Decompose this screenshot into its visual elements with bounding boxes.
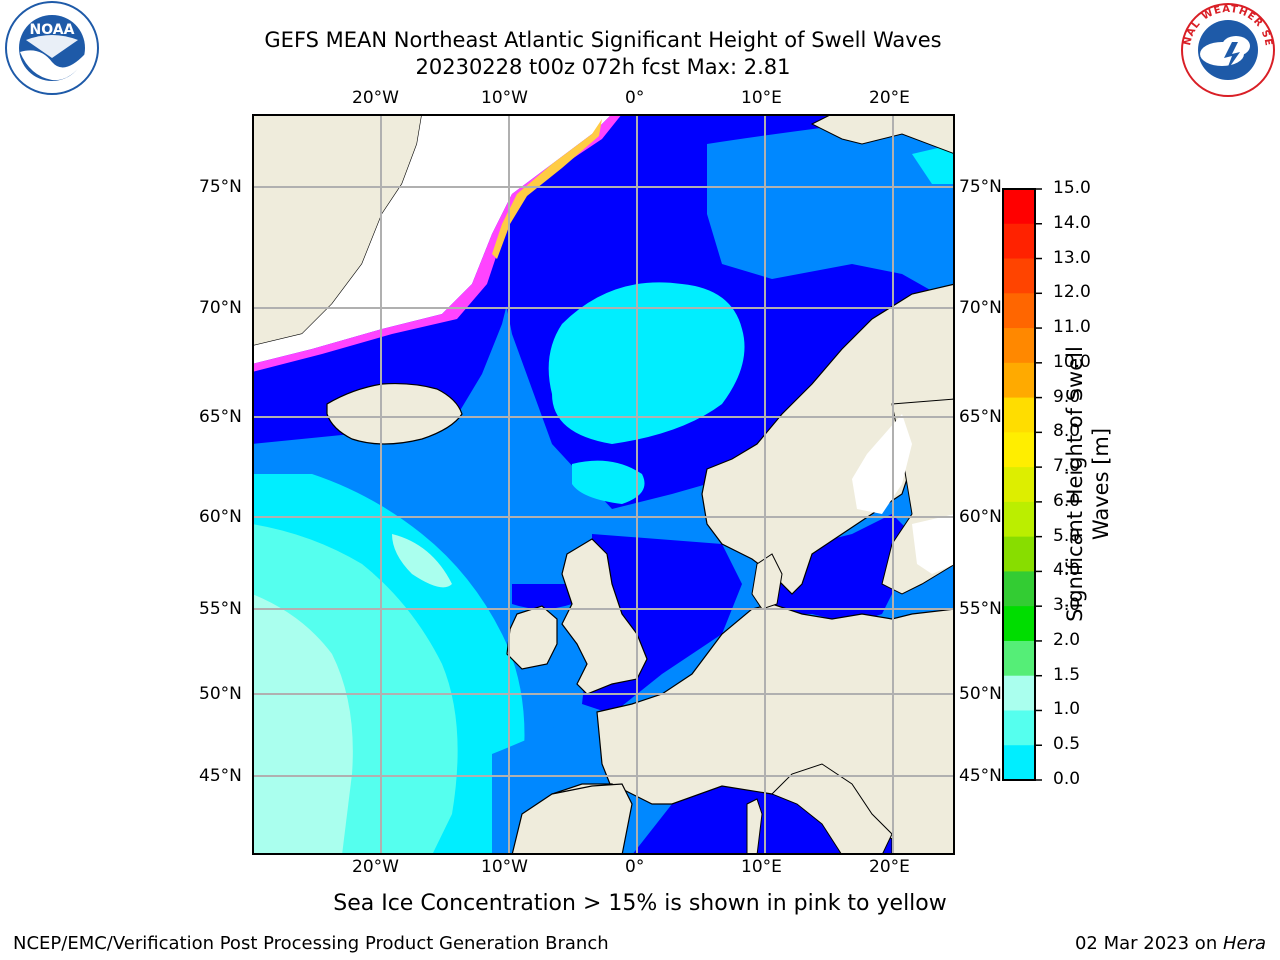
colorbar-segment (1003, 745, 1035, 781)
lon-label-bottom: 20°E (869, 857, 910, 877)
colorbar-segment (1003, 328, 1035, 364)
lon-label-bottom: 0° (625, 857, 645, 877)
lon-label-top: 20°E (869, 88, 910, 108)
noaa-logo: NOAA (5, 1, 99, 95)
colorbar-tick-label: 14.0 (1053, 212, 1091, 233)
svalbard-land (810, 114, 955, 155)
sea-ice-greenland (252, 114, 612, 364)
colorbar-title: Significant Height of Swell Waves [m] (1063, 346, 1113, 622)
colorbar-tick-label: 4.0 (1053, 560, 1081, 581)
colorbar-tick-label: 6.0 (1053, 490, 1081, 511)
great-britain-land (561, 538, 648, 695)
colorbar-segment (1003, 675, 1035, 711)
colorbar-tick-label: 12.0 (1053, 282, 1091, 303)
swell-height-map (252, 114, 955, 855)
colorbar-tick-label: 10.0 (1053, 351, 1091, 372)
lat-label-right: 65°N (959, 407, 1002, 427)
colorbar-segment (1003, 640, 1035, 677)
colorbar-segment (1003, 223, 1035, 260)
lon-label-top: 10°W (481, 88, 528, 108)
colorbar-segment (1003, 571, 1035, 607)
lat-label-left: 75°N (199, 177, 242, 197)
colorbar-segment (1003, 189, 1035, 225)
colorbar-tick-label: 15.0 (1053, 178, 1091, 198)
lat-label-right: 55°N (959, 599, 1002, 619)
nws-logo: NATIONAL WEATHER SERVICE (1178, 2, 1275, 97)
colorbar-tick-label: 0.5 (1053, 734, 1081, 755)
iberia-land (511, 783, 633, 855)
map-subtitle: 20230228 t00z 072h fcst Max: 2.81 (415, 55, 791, 79)
denmark-land (751, 553, 783, 610)
colorbar-tick-label: 0.0 (1053, 769, 1081, 789)
colorbar-segment (1003, 362, 1035, 399)
lon-label-bottom: 10°E (741, 857, 782, 877)
lon-label-bottom: 20°W (352, 857, 399, 877)
colorbar-segment (1003, 293, 1035, 329)
lon-label-top: 10°E (741, 88, 782, 108)
colorbar-tick-label: 9.0 (1053, 386, 1081, 407)
lat-label-right: 60°N (959, 507, 1002, 527)
swell-zone-mid-norwegian-sea (548, 282, 745, 444)
lon-label-top: 20°W (352, 88, 399, 108)
lat-label-right: 45°N (959, 766, 1002, 786)
sea-ice-bothnia (852, 414, 912, 514)
colorbar-tick-label: 13.0 (1053, 247, 1091, 268)
map-title: GEFS MEAN Northeast Atlantic Significant… (264, 28, 942, 52)
colorbar-tick-label: 7.0 (1053, 456, 1081, 477)
colorbar (1002, 188, 1042, 781)
colorbar-tick-label: 3.0 (1053, 595, 1081, 616)
sea-ice-note: Sea Ice Concentration > 15% is shown in … (333, 891, 947, 916)
colorbar-segment (1003, 258, 1035, 294)
lat-label-right: 50°N (959, 684, 1002, 704)
colorbar-segment (1003, 710, 1035, 746)
graticule (252, 114, 955, 855)
colorbar-segment (1003, 397, 1035, 433)
colorbar-tick-label: 8.0 (1053, 421, 1081, 442)
svg-text:NOAA: NOAA (30, 22, 75, 38)
colorbar-segment (1003, 536, 1035, 572)
lon-label-bottom: 10°W (481, 857, 528, 877)
colorbar-segment (1003, 501, 1035, 538)
colorbar-tick-label: 2.0 (1053, 629, 1081, 650)
colorbar-tick-label: 11.0 (1053, 317, 1091, 338)
lat-label-right: 70°N (959, 298, 1002, 318)
colorbar-tick-label: 1.0 (1053, 699, 1081, 720)
lat-label-left: 50°N (199, 684, 242, 704)
map-frame (252, 114, 955, 855)
swell-zone-max-southwest (252, 594, 353, 855)
colorbar-segment (1003, 467, 1035, 503)
colorbar-tick-label: 5.0 (1053, 525, 1081, 546)
colorbar-tick-label: 1.5 (1053, 664, 1081, 685)
footer-date: 02 Mar 2023 on Hera (1074, 933, 1266, 954)
lat-label-left: 70°N (199, 298, 242, 318)
iceland-land (326, 382, 463, 445)
colorbar-segment (1003, 432, 1035, 468)
colorbar-segment (1003, 606, 1035, 642)
footer-branch: NCEP/EMC/Verification Post Processing Pr… (13, 933, 609, 954)
lat-label-left: 60°N (199, 507, 242, 527)
lat-label-right: 75°N (959, 177, 1002, 197)
lon-label-top: 0° (625, 88, 645, 108)
lat-label-left: 65°N (199, 407, 242, 427)
lat-label-left: 55°N (199, 599, 242, 619)
lat-label-left: 45°N (199, 766, 242, 786)
